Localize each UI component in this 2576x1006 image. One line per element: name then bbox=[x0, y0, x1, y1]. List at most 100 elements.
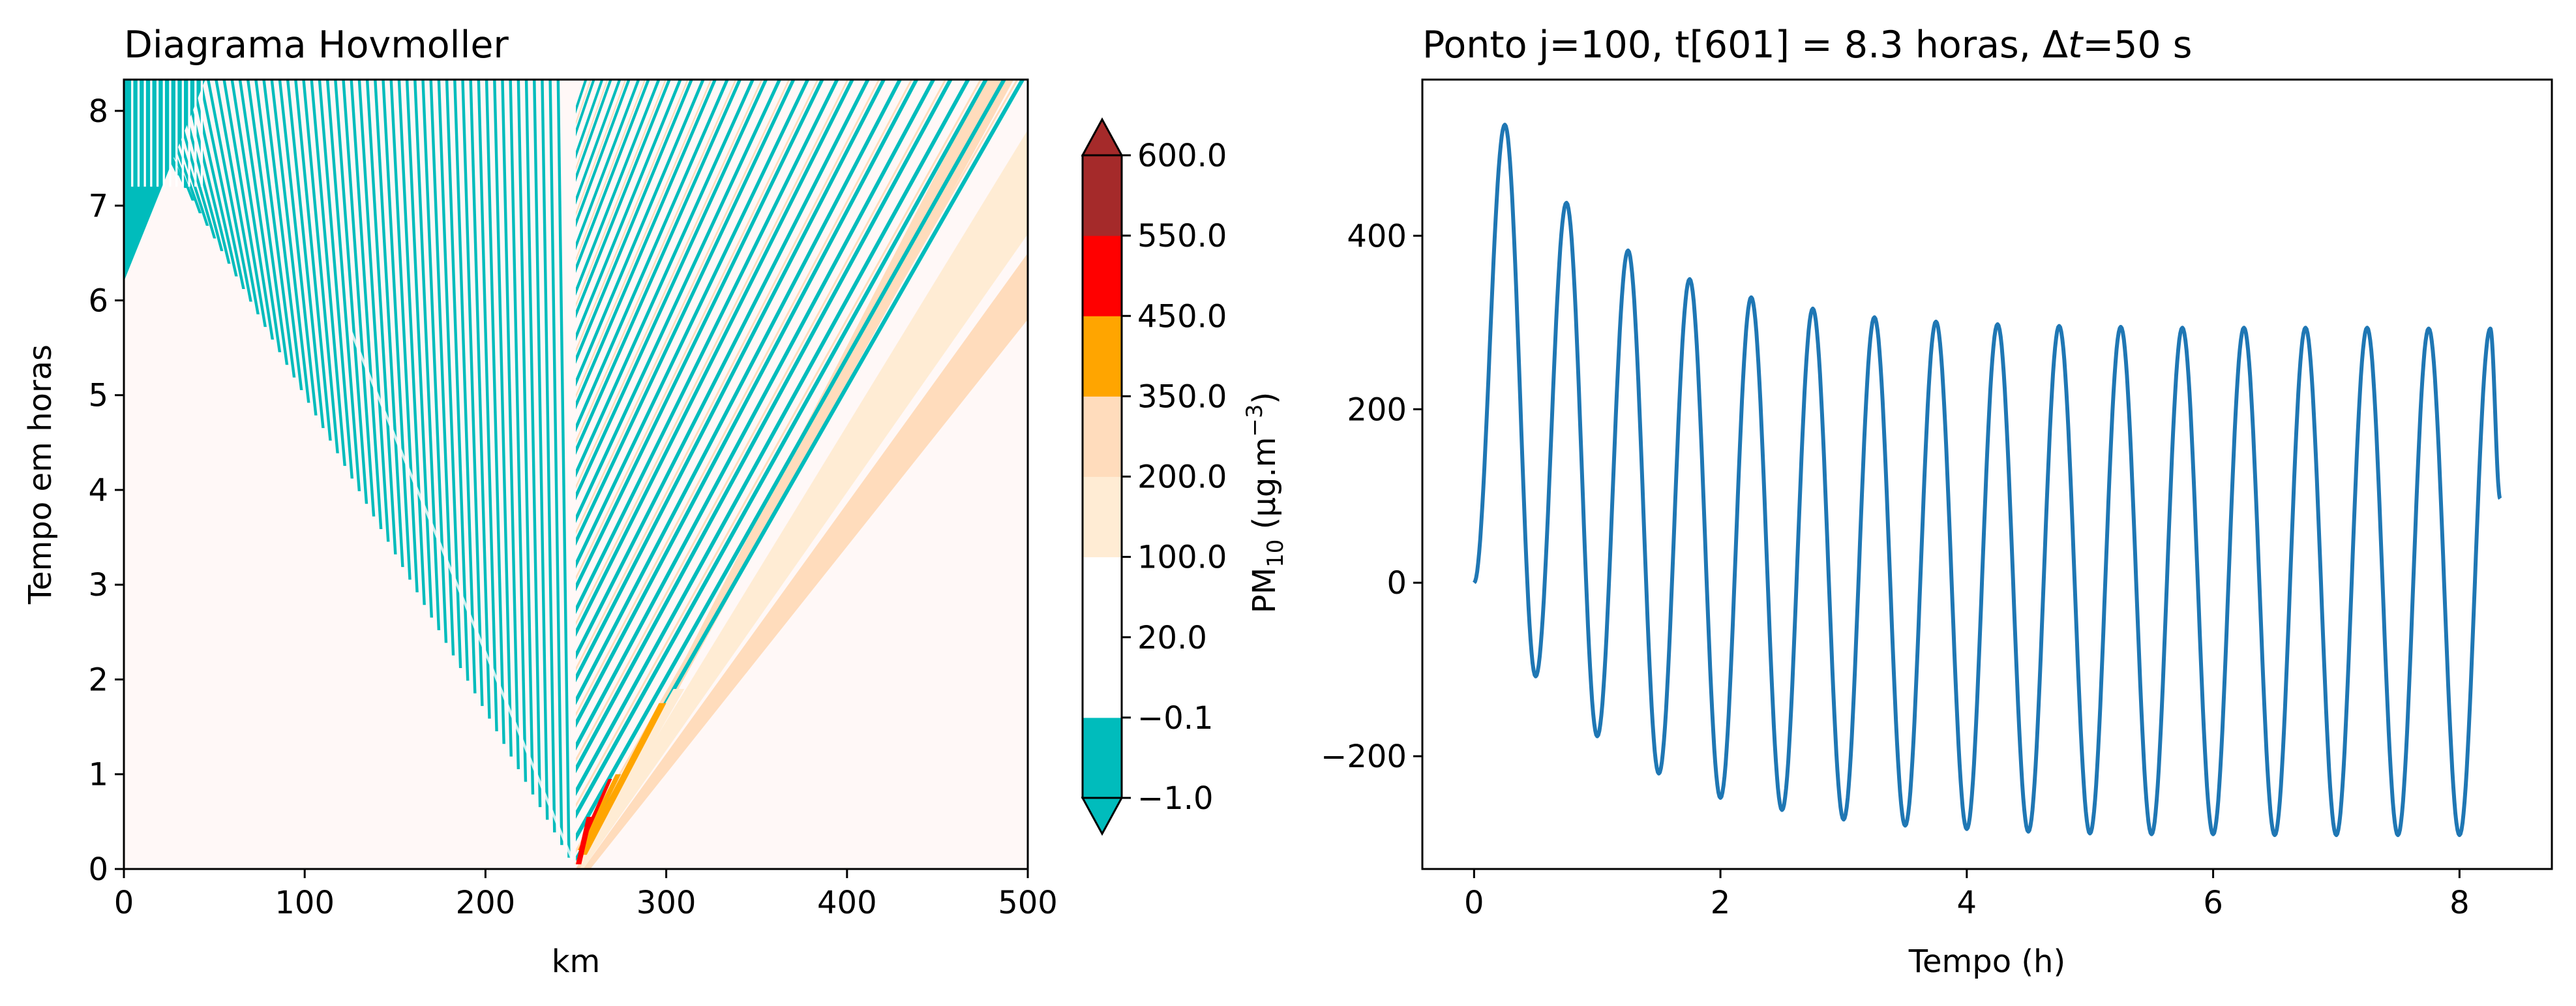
wave-stripe bbox=[576, 80, 810, 569]
wave-stripe bbox=[576, 80, 705, 387]
y-tick-label: 3 bbox=[88, 567, 108, 603]
wave-front bbox=[548, 80, 563, 846]
wave-stripe bbox=[576, 80, 693, 364]
wave-stripe bbox=[576, 80, 970, 797]
wave-front bbox=[445, 80, 470, 681]
y-tick-label: 200 bbox=[1347, 391, 1407, 428]
colorbar-extend-min bbox=[1081, 797, 1124, 836]
turbulent-gap bbox=[200, 80, 203, 187]
colorbar-label-exp: −3 bbox=[1242, 404, 1268, 436]
wave-stripe bbox=[576, 80, 631, 228]
wave-stripe bbox=[576, 80, 755, 478]
x-tick-label: 200 bbox=[456, 885, 516, 921]
title-part: Ponto j=100, t[601] = 8.3 horas, Δ bbox=[1422, 23, 2068, 67]
wave-front bbox=[469, 80, 491, 719]
wave-stripe bbox=[576, 80, 870, 660]
timeseries-x-label: Tempo (h) bbox=[1908, 943, 2065, 980]
wave-front bbox=[517, 80, 535, 795]
x-tick-label: 300 bbox=[637, 885, 696, 921]
wave-stripe-light bbox=[576, 80, 689, 353]
wave-front bbox=[461, 80, 484, 707]
wave-front bbox=[429, 80, 455, 656]
wave-stripe bbox=[576, 80, 650, 273]
wave-front bbox=[413, 80, 441, 630]
wave-front bbox=[222, 80, 267, 328]
wave-front bbox=[334, 80, 368, 504]
x-tick-label: 2 bbox=[1711, 885, 1731, 921]
wave-front bbox=[501, 80, 520, 769]
wave-stripe bbox=[576, 80, 782, 523]
turbulent-gap bbox=[181, 80, 185, 187]
light-band bbox=[583, 252, 1028, 869]
wave-front bbox=[310, 80, 346, 466]
wave-stripe bbox=[576, 80, 595, 137]
wave-stripe-light bbox=[576, 80, 1019, 853]
x-tick-label: 8 bbox=[2449, 885, 2470, 921]
wave-stripe-light bbox=[576, 80, 666, 307]
colorbar-label-unit: (μg.m bbox=[1246, 437, 1283, 540]
wave-stripe bbox=[576, 80, 839, 615]
colorbar-tick-label: 20.0 bbox=[1137, 620, 1207, 656]
wave-front bbox=[437, 80, 462, 669]
turbulent-gap bbox=[150, 80, 153, 187]
y-tick-label: 8 bbox=[88, 93, 108, 130]
wave-front bbox=[374, 80, 404, 568]
x-tick-label: 100 bbox=[275, 885, 335, 921]
colorbar-tick-label: 450.0 bbox=[1137, 298, 1227, 335]
advection-line bbox=[348, 328, 574, 861]
wave-front bbox=[405, 80, 434, 618]
wave-front bbox=[397, 80, 426, 605]
wave-stripe-light bbox=[576, 80, 763, 489]
wave-stripe bbox=[576, 80, 953, 774]
y-tick-label: 1 bbox=[88, 757, 108, 793]
colorbar-segment bbox=[1083, 637, 1122, 718]
wave-stripe bbox=[576, 80, 796, 546]
y-tick-label: 2 bbox=[88, 662, 108, 698]
wave-front bbox=[246, 80, 289, 365]
wave-stripe-light bbox=[576, 80, 646, 262]
wave-front bbox=[541, 80, 556, 832]
wave-stripe-light bbox=[576, 80, 849, 626]
wave-stripe bbox=[576, 80, 612, 182]
colorbar-tick-label: −0.1 bbox=[1137, 700, 1214, 737]
wave-stripe bbox=[576, 80, 661, 296]
turbulent-gap bbox=[169, 80, 172, 187]
hovmoller-y-ticks: 0 1 2 3 4 5 6 7 8 bbox=[88, 93, 124, 888]
timeseries-plot bbox=[1473, 123, 2502, 838]
y-tick-label: 400 bbox=[1347, 218, 1407, 254]
y-tick-label: 0 bbox=[88, 851, 108, 888]
wave-stripe bbox=[576, 80, 671, 319]
wave-front bbox=[389, 80, 419, 592]
hovmoller-x-ticks: 0 100 200 300 400 500 bbox=[114, 869, 1058, 921]
wave-stripe bbox=[576, 80, 717, 410]
x-tick-label: 400 bbox=[817, 885, 877, 921]
wave-stripe bbox=[576, 80, 989, 819]
wave-front bbox=[294, 80, 332, 441]
wave-front bbox=[238, 80, 282, 352]
wave-stripe-light bbox=[576, 80, 627, 217]
wave-front bbox=[533, 80, 549, 820]
hovmoller-title: Diagrama Hovmoller bbox=[124, 23, 509, 67]
wave-front bbox=[556, 80, 571, 858]
y-tick-label: 7 bbox=[88, 188, 108, 224]
wave-stripe-light bbox=[576, 80, 982, 808]
wave-front bbox=[421, 80, 448, 643]
wave-stripe-light bbox=[576, 80, 608, 171]
wave-front bbox=[493, 80, 513, 757]
wave-front bbox=[509, 80, 528, 782]
colorbar-segment bbox=[1083, 316, 1122, 397]
wave-stripe bbox=[576, 80, 682, 341]
turbulent-gap bbox=[143, 80, 146, 187]
wave-stripe bbox=[576, 80, 622, 205]
y-tick-label: 6 bbox=[88, 282, 108, 319]
series-line bbox=[1473, 123, 2502, 838]
colorbar-label-sub: 10 bbox=[1263, 540, 1289, 568]
wave-front bbox=[262, 80, 303, 390]
wave-front bbox=[215, 80, 260, 314]
timeseries-y-ticks: −200 0 200 400 bbox=[1321, 218, 1422, 775]
light-band bbox=[576, 129, 1028, 869]
wave-stripe bbox=[576, 80, 729, 433]
y-tick-label: −200 bbox=[1321, 739, 1407, 775]
hovmoller-field bbox=[124, 80, 1028, 869]
wave-stripe bbox=[576, 80, 903, 705]
